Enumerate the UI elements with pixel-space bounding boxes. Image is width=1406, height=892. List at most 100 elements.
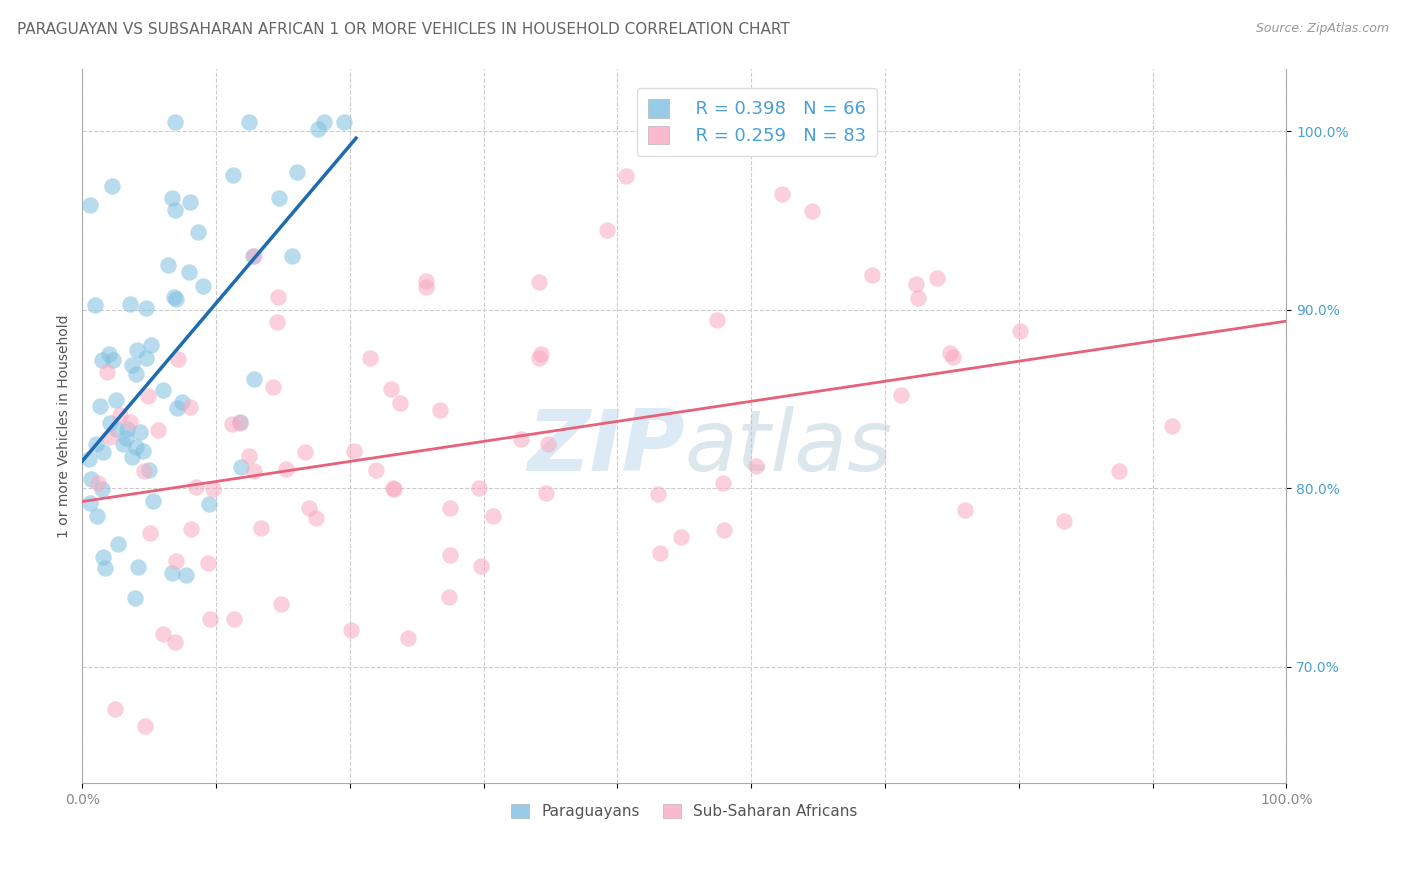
Point [534,486,557,500]
Point [86,437,108,451]
Point [343,444,366,458]
Point [165,554,187,568]
Point [104,422,127,436]
Point [142,494,165,508]
Point [90,482,112,496]
Point [333,115,356,129]
Point [97,347,120,361]
Point [860,268,883,283]
Point [98,430,121,444]
Point [93,561,115,575]
Point [711,476,734,491]
Point [1053,514,1076,528]
Point [229,416,252,430]
Point [713,523,735,537]
Point [907,292,929,306]
Point [96,365,118,379]
Point [229,415,252,429]
Point [468,482,491,496]
Point [382,482,405,496]
Point [270,597,292,611]
Point [439,501,461,516]
Point [250,521,273,535]
Point [366,463,388,477]
Point [942,350,965,364]
Point [138,526,160,541]
Point [415,279,437,293]
Point [314,115,336,129]
Point [98,416,121,430]
Point [93,445,115,459]
Point [131,444,153,458]
Point [163,635,186,649]
Point [90,352,112,367]
Point [93,550,115,565]
Point [135,351,157,365]
Text: atlas: atlas [685,406,893,489]
Point [527,275,550,289]
Point [202,483,225,497]
Point [152,626,174,640]
Point [121,358,143,372]
Point [415,275,437,289]
Point [745,459,768,474]
Y-axis label: 1 or more Vehicles in Household: 1 or more Vehicles in Household [58,314,72,538]
Point [276,462,298,476]
Point [120,415,142,429]
Point [163,290,186,304]
Point [242,250,264,264]
Point [527,351,550,365]
Point [110,408,132,422]
Point [650,546,672,560]
Point [938,346,960,360]
Point [79,198,101,212]
Point [135,301,157,315]
Text: ZIP: ZIP [527,406,685,489]
Point [340,623,363,637]
Point [89,399,111,413]
Point [198,497,221,511]
Point [101,179,124,194]
Point [953,503,976,517]
Point [669,530,692,544]
Point [925,271,948,285]
Point [197,556,219,570]
Point [262,380,284,394]
Point [138,463,160,477]
Point [481,509,503,524]
Point [166,352,188,367]
Point [470,559,492,574]
Point [180,522,202,536]
Point [104,702,127,716]
Point [127,559,149,574]
Point [118,297,141,311]
Point [439,590,461,604]
Point [86,509,108,524]
Point [267,190,290,204]
Point [156,258,179,272]
Point [647,487,669,501]
Point [294,445,316,459]
Point [160,566,183,580]
Point [165,292,187,306]
Point [382,481,405,495]
Point [1160,419,1182,434]
Point [706,313,728,327]
Point [890,388,912,402]
Point [179,400,201,414]
Point [509,432,531,446]
Point [124,591,146,606]
Text: PARAGUAYAN VS SUBSAHARAN AFRICAN 1 OR MORE VEHICLES IN HOUSEHOLD CORRELATION CHA: PARAGUAYAN VS SUBSAHARAN AFRICAN 1 OR MO… [17,22,790,37]
Point [141,338,163,352]
Legend: Paraguayans, Sub-Saharan Africans: Paraguayans, Sub-Saharan Africans [505,798,863,825]
Point [86,475,108,490]
Point [179,265,201,279]
Point [904,277,927,292]
Point [238,115,260,129]
Point [770,186,793,201]
Point [165,115,187,129]
Point [179,194,201,209]
Point [801,203,824,218]
Point [388,396,411,410]
Point [152,383,174,397]
